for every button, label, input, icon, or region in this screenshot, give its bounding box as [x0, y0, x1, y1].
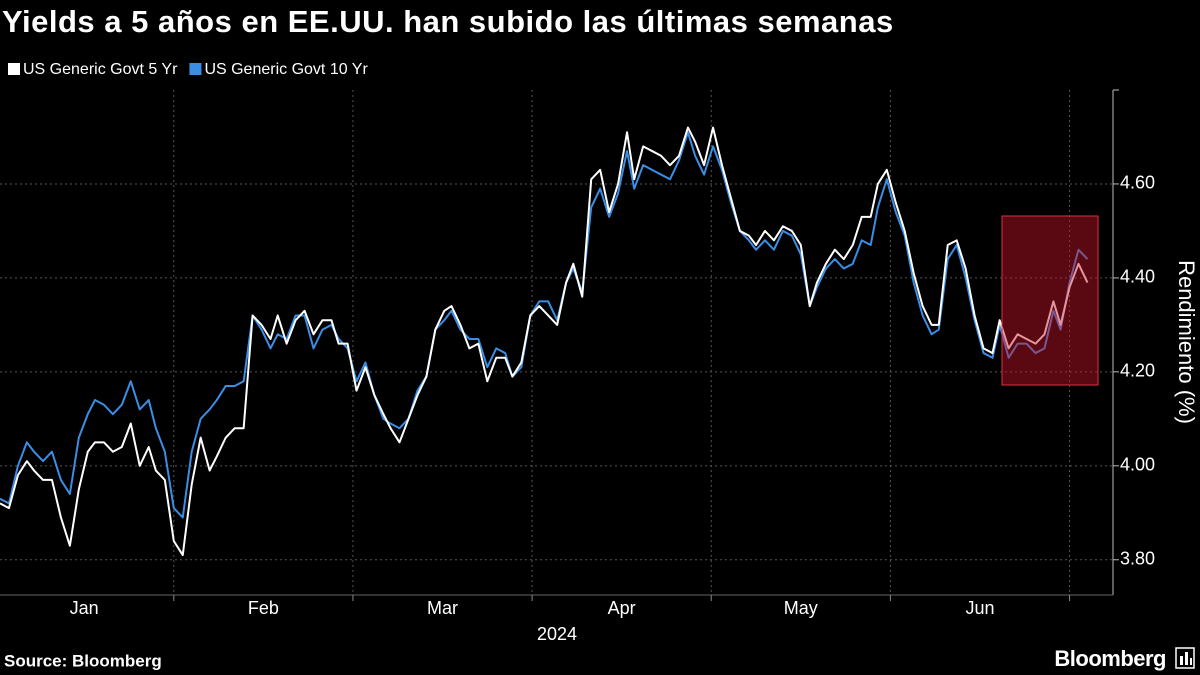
y-tick-label: 3.80: [1120, 549, 1155, 569]
series-line: [0, 131, 1089, 519]
grid: [0, 90, 1113, 595]
legend-swatch: [189, 63, 202, 75]
x-axis-title: 2024: [537, 624, 577, 644]
x-tick-label: Apr: [608, 598, 636, 618]
series-line: [0, 126, 1089, 557]
legend-label: US Generic Govt 5 Yr: [23, 61, 178, 78]
y-tick-label: 4.60: [1120, 173, 1155, 193]
source: Source: Bloomberg: [4, 651, 162, 670]
chart-title: Yields a 5 años en EE.UU. han subido las…: [2, 4, 894, 39]
x-tick-label: May: [784, 598, 818, 618]
x-tick-label: Jun: [965, 598, 994, 618]
axes: 3.80 4.00 4.20 4.40 4.60 Jan Feb Mar Apr May Jun: [70, 89, 1155, 618]
x-tick-label: Mar: [427, 598, 458, 618]
y-tick-label: 4.00: [1120, 455, 1155, 475]
legend: US Generic Govt 5 Yr US Generic Govt 10 Y…: [8, 61, 368, 78]
brand-icon: [1175, 647, 1195, 669]
y-tick-label: 4.40: [1120, 267, 1155, 287]
lines: [0, 126, 1089, 557]
highlight-box: [1001, 215, 1099, 386]
y-axis-title: Rendimiento (%): [1174, 260, 1199, 424]
y-tick-label: 4.20: [1120, 361, 1155, 381]
brand: Bloomberg: [1054, 646, 1166, 671]
legend-label: US Generic Govt 10 Yr: [204, 61, 368, 78]
legend-swatch: [8, 63, 20, 75]
x-tick-label: Feb: [248, 598, 279, 618]
x-tick-label: Jan: [70, 598, 99, 618]
